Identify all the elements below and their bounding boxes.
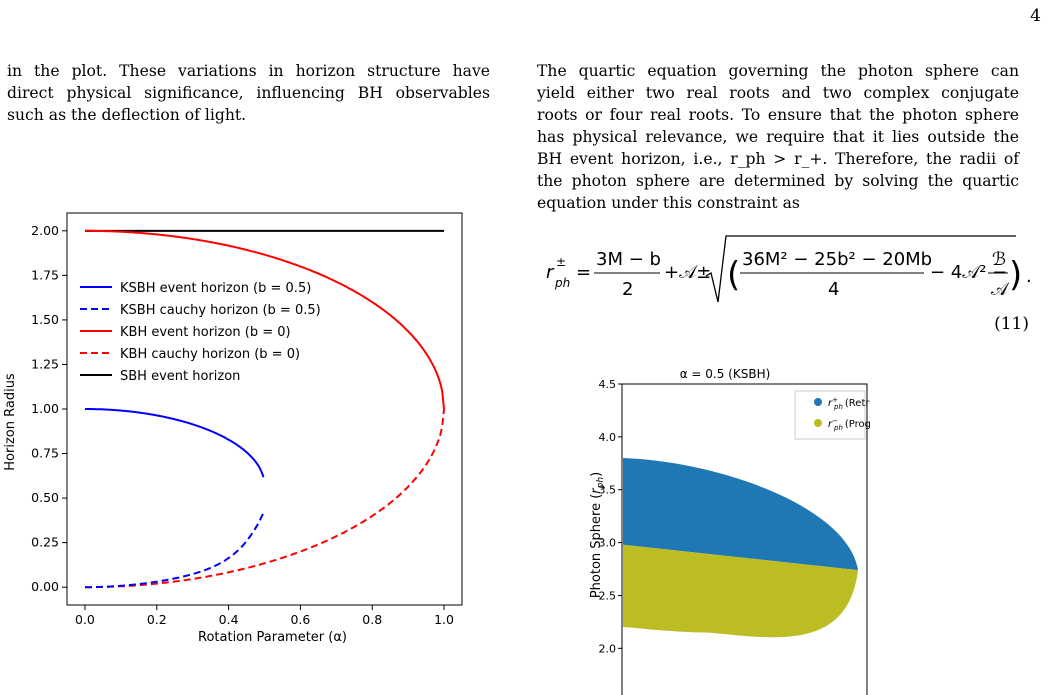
y-tick-label: 3.0	[599, 537, 617, 550]
left-paragraph: in the plot. These variations in horizon…	[7, 60, 490, 126]
chart-title: α = 0.5 (KSBH)	[680, 367, 771, 381]
equation-lhs-sub: ph	[554, 276, 570, 290]
text-line: roots or four real roots. To ensure that…	[537, 106, 1019, 124]
retrograde-region	[623, 458, 858, 571]
paren-close: )	[1009, 255, 1022, 295]
legend-label: KSBH cauchy horizon (b = 0.5)	[120, 303, 321, 318]
equation-term1-den: 2	[622, 279, 633, 300]
x-tick-label: 0.4	[219, 612, 239, 627]
equation-11: r ph ± = 3M − b 2 +𝒜± ( 36M² − 25b² − 20…	[546, 232, 1051, 342]
equation-radicand-den: 4	[828, 279, 839, 300]
y-tick-label: 2.0	[599, 642, 617, 655]
y-tick-label: 4.5	[599, 378, 617, 391]
legend-marker-prograde	[814, 419, 822, 427]
paren-open: (	[727, 255, 740, 295]
series-kbh-event	[85, 229, 445, 410]
y-tick-label: 3.5	[599, 484, 617, 497]
page-number: 4	[1030, 6, 1041, 26]
legend-marker-retrograde	[814, 398, 822, 406]
legend-label: r+ph(Retrograde)	[828, 396, 870, 411]
x-tick-label: 0.8	[362, 612, 382, 627]
right-paragraph: The quartic equation governing the photo…	[537, 60, 1019, 214]
plot-frame	[66, 212, 463, 606]
equation-frac-b: ℬ	[992, 249, 1006, 270]
horizon-radius-chart: 0.00 0.25 0.50 0.75 1.00 1.25 1.50 1.75 2.00 0.0…	[3, 212, 463, 645]
text-line: BH event horizon, i.e., r_ph > r_+. Ther…	[537, 150, 1019, 168]
equation-radicand-num: 36M² − 25b² − 20Mb	[742, 249, 932, 270]
x-tick-label: 0.2	[147, 612, 167, 627]
period: .	[1026, 266, 1032, 287]
photon-sphere-chart: α = 0.5 (KSBH) 2.0 2.5 3.0 3.5 4.0 4.5 Photon…	[589, 367, 870, 695]
y-axis-label: Horizon Radius	[3, 373, 18, 471]
equation-lhs: r	[546, 262, 555, 283]
legend-label: KSBH event horizon (b = 0.5)	[120, 281, 311, 296]
y-tick-label: 4.0	[599, 431, 617, 444]
sqrt-sign	[705, 235, 1016, 303]
y-axis-label: Photon Sphere (rph)	[589, 472, 606, 598]
x-axis-ticks: 0.0 0.2 0.4 0.6 0.8 1.0	[75, 605, 454, 627]
text-line: such as the deflection of light.	[7, 106, 247, 124]
text-line: the photon sphere are determined by solv…	[537, 172, 1019, 190]
y-tick-label: 2.00	[31, 223, 59, 238]
equation-number: (11)	[994, 314, 1029, 334]
text-line: equation under this constraint as	[537, 194, 800, 212]
equation-lhs-sup: ±	[556, 255, 566, 269]
equation-tail-a: − 4𝒜² −	[930, 262, 1007, 283]
text-line: has physical relevance, we require that …	[537, 128, 1019, 146]
prograde-region	[623, 544, 858, 638]
x-tick-label: 0.0	[75, 612, 95, 627]
plot-frame	[621, 383, 868, 695]
text-line: in the plot. These variations in horizon…	[7, 62, 490, 80]
equation-term1-num: 3M − b	[596, 249, 661, 270]
y-tick-label: 1.75	[31, 267, 59, 282]
x-tick-label: 1.0	[434, 612, 454, 627]
series-lines	[84, 229, 445, 589]
x-tick-label: 0.6	[290, 612, 310, 627]
plus-sign: +𝒜±	[664, 262, 711, 283]
y-tick-label: 0.25	[31, 535, 59, 550]
legend: KSBH event horizon (b = 0.5) KSBH cauchy …	[80, 281, 321, 384]
y-tick-label: 1.25	[31, 356, 59, 371]
legend-label: SBH event horizon	[120, 369, 240, 384]
legend-box	[794, 390, 866, 440]
x-axis-label: Rotation Parameter (α)	[198, 630, 347, 645]
legend-label: r−ph(Prograde)	[828, 417, 870, 432]
y-tick-label: 0.75	[31, 446, 59, 461]
text-line: The quartic equation governing the photo…	[537, 62, 1019, 80]
y-tick-label: 1.50	[31, 312, 59, 327]
y-tick-label: 2.5	[599, 589, 617, 602]
y-axis-ticks: 0.00 0.25 0.50 0.75 1.00 1.25 1.50 1.75 2.00	[31, 223, 67, 594]
legend-label: KBH cauchy horizon (b = 0)	[120, 347, 300, 362]
series-ksbh-event	[85, 408, 265, 478]
equation-render: r ph ± = 3M − b 2 +𝒜± ( 36M² − 25b² − 20…	[546, 235, 1032, 303]
y-tick-label: 1.00	[31, 401, 59, 416]
y-tick-label: 0.00	[31, 579, 59, 594]
series-ksbh-cauchy	[85, 512, 265, 589]
legend	[794, 390, 866, 440]
scatter-regions	[623, 458, 858, 638]
equation-frac-a: 𝒜	[991, 279, 1010, 300]
y-axis-ticks: 2.0 2.5 3.0 3.5 4.0 4.5	[599, 378, 622, 655]
text-line: yield either two real roots and two comp…	[537, 84, 1019, 102]
series-kbh-cauchy	[85, 408, 445, 589]
text-line: direct physical significance, influencin…	[7, 84, 490, 102]
y-tick-label: 0.50	[31, 490, 59, 505]
equals-sign: =	[576, 262, 591, 283]
legend-label: KBH event horizon (b = 0)	[120, 325, 291, 340]
